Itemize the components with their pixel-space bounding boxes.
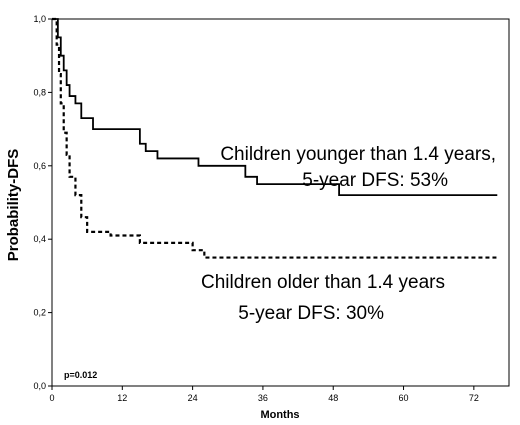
- x-tick-label: 12: [117, 393, 127, 403]
- annotation-old-line-1: Children older than 1.4 years: [201, 272, 445, 293]
- x-axis: 0 12 24 36 48 60 72: [49, 386, 479, 403]
- series-layer: [52, 17, 498, 259]
- series-line-older: [52, 17, 498, 259]
- x-tick-label: 36: [258, 393, 268, 403]
- annotation-old-line-2: 5-year DFS: 30%: [238, 303, 384, 324]
- y-tick-label: 0,8: [33, 87, 46, 97]
- series-line-younger: [52, 18, 498, 197]
- y-tick-label: 1,0: [33, 14, 46, 24]
- p-value-label: p=0.012: [64, 370, 97, 380]
- x-tick-label: 48: [328, 393, 338, 403]
- y-tick-label: 0,4: [33, 234, 46, 244]
- annotation-young-line-2: 5-year DFS: 53%: [302, 170, 448, 191]
- x-axis-title: Months: [260, 409, 299, 421]
- y-axis: 0,0 0,2 0,4 0,6 0,8 1,0: [33, 14, 52, 391]
- x-tick-label: 60: [399, 393, 409, 403]
- y-tick-label: 0,2: [33, 308, 46, 318]
- y-tick-label: 0,0: [33, 381, 46, 391]
- y-tick-label: 0,6: [33, 161, 46, 171]
- x-tick-label: 0: [49, 393, 54, 403]
- x-tick-label: 72: [469, 393, 479, 403]
- x-tick-label: 24: [188, 393, 198, 403]
- annotation-young-line-1: Children younger than 1.4 years,: [220, 144, 496, 165]
- y-axis-title: Probability-DFS: [5, 149, 22, 262]
- plot-frame: [51, 18, 510, 387]
